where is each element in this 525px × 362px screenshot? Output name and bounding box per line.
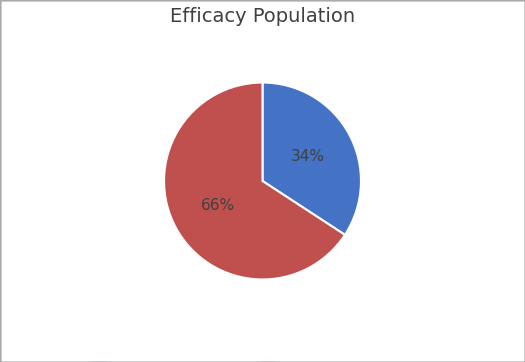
Text: 34%: 34% xyxy=(290,149,324,164)
Legend: Men (39 patients), Women (75 patients): Men (39 patients), Women (75 patients) xyxy=(86,355,439,362)
Wedge shape xyxy=(164,83,345,279)
Title: Efficacy Population: Efficacy Population xyxy=(170,7,355,26)
Text: 66%: 66% xyxy=(201,198,235,213)
Wedge shape xyxy=(262,83,361,235)
